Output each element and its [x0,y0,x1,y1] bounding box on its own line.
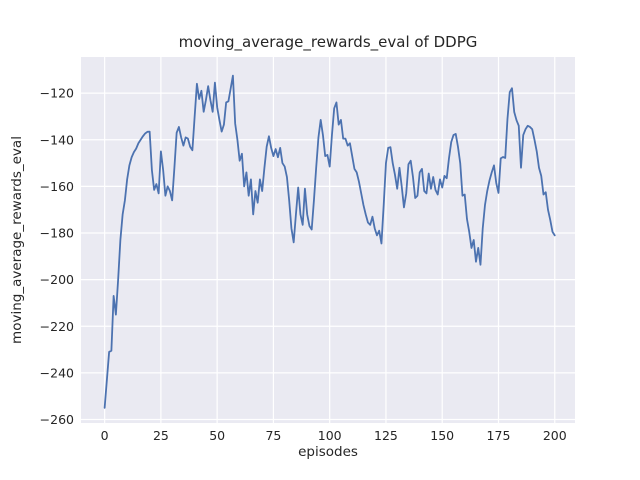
y-tick-label: −220 [40,319,74,334]
x-tick-label: 150 [430,428,454,443]
data-line [103,74,556,409]
tick-labels: 0 25 50 75 100 125 150 175 200 −120 −140 −160 −180 −2… [40,86,567,443]
y-tick-label: −140 [40,132,74,147]
x-tick-label: 200 [543,428,567,443]
y-tick-label: −120 [40,86,74,101]
y-tick-label: −260 [40,412,74,427]
y-tick-label: −200 [40,272,74,287]
x-tick-label: 175 [487,428,511,443]
plot-area [81,57,575,423]
x-tick-label: 125 [374,428,398,443]
chart-title: moving_average_rewards_eval of DDPG [178,33,478,51]
x-tick-label: 25 [153,428,169,443]
y-axis-label: moving_average_rewards_eval [9,136,25,344]
gridlines [81,57,575,423]
x-tick-label: 50 [209,428,225,443]
x-tick-label: 0 [101,428,109,443]
x-tick-label: 75 [265,428,281,443]
x-tick-label: 100 [318,428,342,443]
x-axis-label: episodes [298,444,358,460]
y-tick-label: −160 [40,179,74,194]
y-tick-label: −240 [40,365,74,380]
y-tick-label: −180 [40,226,74,241]
